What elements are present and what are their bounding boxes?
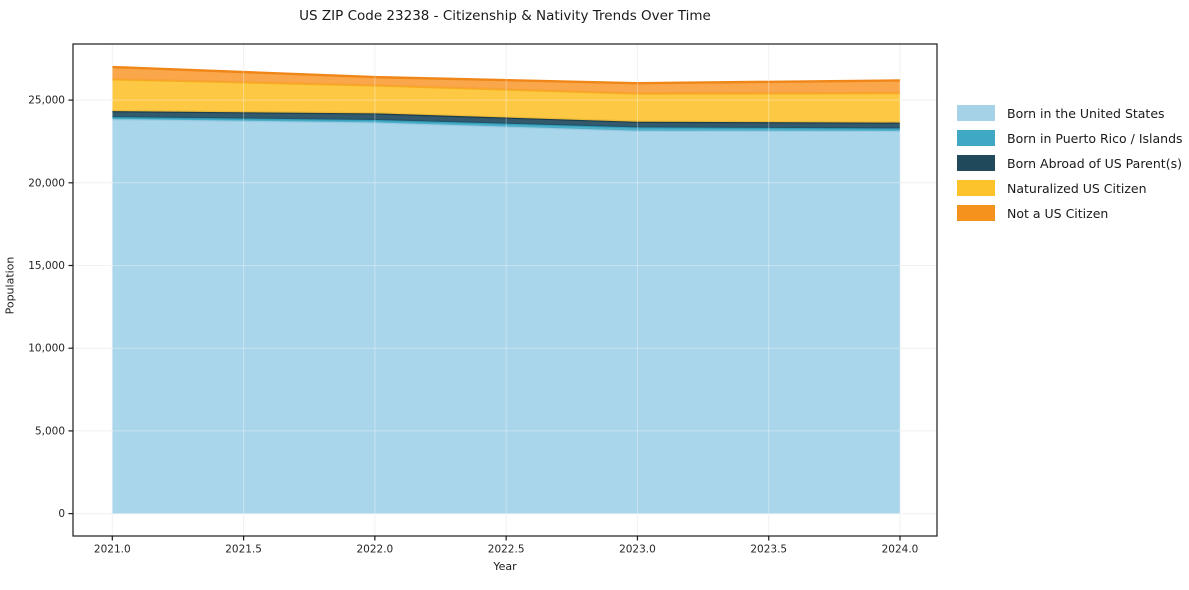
legend-item-not-a-us-citizen: Not a US Citizen (957, 205, 1183, 221)
legend-swatch-born-in-the-united-states (957, 105, 995, 121)
legend-label: Naturalized US Citizen (1007, 180, 1147, 196)
x-tick-label: 2021.5 (225, 544, 262, 556)
x-tick-label: 2023.5 (750, 544, 787, 556)
legend-label: Not a US Citizen (1007, 205, 1109, 221)
legend-item-born-in-puerto-rico-islands: Born in Puerto Rico / Islands (957, 130, 1183, 146)
y-tick-label: 20,000 (28, 177, 65, 189)
x-tick-label: 2022.0 (356, 544, 393, 556)
x-tick-label: 2021.0 (94, 544, 131, 556)
legend-item-born-in-the-united-states: Born in the United States (957, 105, 1183, 121)
legend-swatch-born-abroad-of-us-parent-s (957, 155, 995, 171)
y-tick-label: 5,000 (35, 425, 65, 437)
x-tick-label: 2024.0 (882, 544, 919, 556)
area-born-abroad-of-us-parent-s (112, 111, 901, 129)
y-tick-label: 10,000 (28, 343, 65, 355)
x-tick-label: 2022.5 (488, 544, 525, 556)
plot-frame (72, 43, 938, 537)
area-naturalized-us-citizen (112, 79, 901, 123)
x-axis-label: Year (493, 560, 517, 573)
legend-item-naturalized-us-citizen: Naturalized US Citizen (957, 180, 1183, 196)
legend-label: Born Abroad of US Parent(s) (1007, 155, 1182, 171)
x-tick-label: 2023.0 (619, 544, 656, 556)
area-born-in-the-united-states (112, 119, 901, 514)
legend-swatch-naturalized-us-citizen (957, 180, 995, 196)
edge-line-not-a-us-citizen (112, 65, 901, 85)
y-tick-label: 25,000 (28, 95, 65, 107)
y-tick-label: 15,000 (28, 260, 65, 272)
legend-swatch-born-in-puerto-rico-islands (957, 130, 995, 146)
legend-swatch-not-a-us-citizen (957, 205, 995, 221)
chart-title: US ZIP Code 23238 - Citizenship & Nativi… (299, 8, 711, 24)
y-tick-label: 0 (58, 508, 65, 520)
legend-item-born-abroad-of-us-parent-s: Born Abroad of US Parent(s) (957, 155, 1183, 171)
legend-label: Born in the United States (1007, 105, 1165, 121)
y-axis-label: Population (3, 256, 17, 315)
legend-label: Born in Puerto Rico / Islands (1007, 130, 1183, 146)
legend: Born in the United States Born in Puerto … (957, 105, 1183, 221)
